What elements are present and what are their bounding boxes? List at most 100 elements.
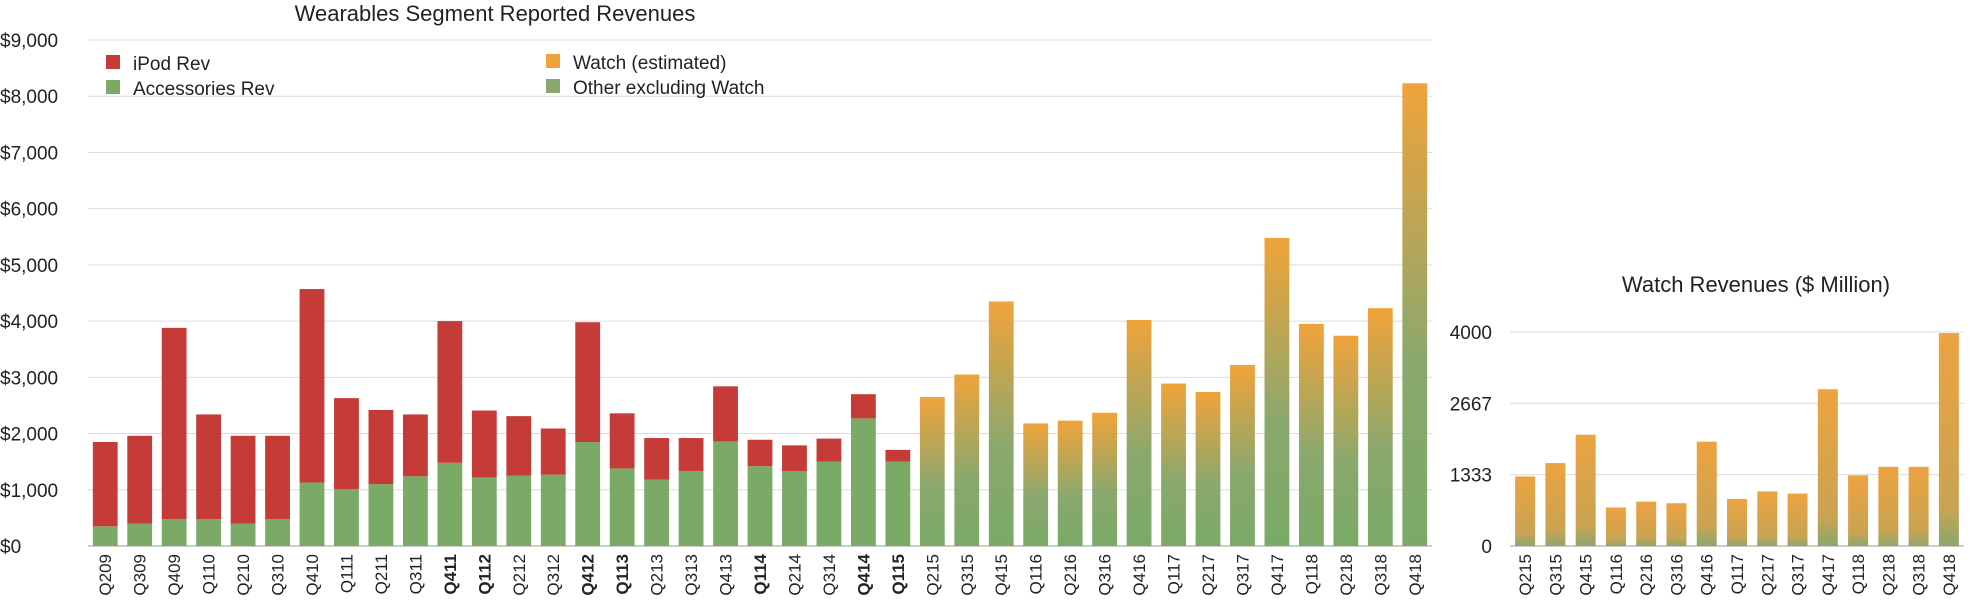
main-y-tick-label: $2,000 bbox=[0, 425, 58, 446]
main-x-tick-label: Q414 bbox=[854, 553, 873, 595]
main-x-tick-label: Q213 bbox=[648, 554, 667, 596]
main-x-tick-label: Q116 bbox=[1027, 554, 1046, 594]
bar-wearables-Q118 bbox=[1298, 323, 1324, 546]
bar-ipod-Q313 bbox=[678, 438, 704, 472]
bar-accessories-Q412 bbox=[575, 441, 601, 546]
side-x-tick-label: Q415 bbox=[1577, 554, 1596, 596]
bar-accessories-Q414 bbox=[850, 418, 876, 546]
main-legend: iPod Rev Accessories Rev Watch (estimate… bbox=[106, 53, 765, 100]
side-chart-title: Watch Revenues ($ Million) bbox=[1622, 272, 1890, 297]
bar-wearables-Q418 bbox=[1402, 83, 1428, 547]
bar-accessories-Q212 bbox=[506, 475, 532, 546]
bar-ipod-Q211 bbox=[368, 409, 394, 485]
legend-label-watch: Watch (estimated) bbox=[573, 53, 726, 74]
side-x-tick-label: Q116 bbox=[1607, 554, 1626, 594]
watch-revenue-chart: Watch Revenues ($ Million) 0 1333 2667 4000… bbox=[1450, 272, 1964, 596]
main-x-tick-label: Q418 bbox=[1406, 554, 1425, 596]
side-x-tick-label: Q315 bbox=[1546, 554, 1565, 596]
main-y-tick-label: $5,000 bbox=[0, 256, 58, 277]
main-x-tick-label: Q216 bbox=[1061, 554, 1080, 596]
bar-wearables-Q415 bbox=[988, 301, 1014, 546]
bar-wearables-Q116 bbox=[1023, 423, 1049, 546]
bar-accessories-Q311 bbox=[402, 476, 428, 546]
bar-ipod-Q309 bbox=[127, 435, 153, 524]
main-x-tick-label: Q112 bbox=[475, 554, 494, 595]
legend-swatch-accessories bbox=[106, 80, 120, 94]
main-chart-title: Wearables Segment Reported Revenues bbox=[295, 1, 696, 26]
side-x-tick-label: Q417 bbox=[1819, 554, 1838, 596]
main-y-tick-label: $3,000 bbox=[0, 368, 58, 389]
bar-watch-Q417 bbox=[1817, 389, 1838, 546]
main-x-tick-label: Q313 bbox=[682, 554, 701, 596]
side-y-tick-label: 4000 bbox=[1450, 323, 1492, 344]
main-y-tick-label: $4,000 bbox=[0, 312, 58, 333]
main-x-tick-label: Q318 bbox=[1371, 554, 1390, 596]
bar-watch-Q217 bbox=[1757, 491, 1778, 546]
bar-accessories-Q214 bbox=[782, 471, 807, 546]
main-x-tick-label: Q209 bbox=[96, 554, 115, 596]
bar-accessories-Q309 bbox=[127, 523, 153, 546]
side-y-tick-label: 1333 bbox=[1450, 466, 1492, 487]
bar-ipod-Q414 bbox=[850, 394, 876, 419]
main-x-tick-label: Q218 bbox=[1337, 554, 1356, 596]
main-x-tick-label: Q115 bbox=[889, 554, 908, 595]
main-x-tick-label: Q309 bbox=[131, 554, 150, 596]
side-x-tick-label: Q215 bbox=[1516, 554, 1535, 596]
bar-watch-Q216 bbox=[1636, 501, 1657, 546]
bar-ipod-Q413 bbox=[713, 386, 738, 442]
main-x-tick-label: Q413 bbox=[717, 554, 736, 596]
legend-label-accessories: Accessories Rev bbox=[133, 79, 275, 100]
main-x-tick-label: Q210 bbox=[234, 554, 253, 596]
bar-accessories-Q110 bbox=[196, 519, 222, 546]
bar-ipod-Q412 bbox=[575, 322, 601, 442]
main-x-tick-label: Q417 bbox=[1268, 554, 1287, 596]
bar-wearables-Q416 bbox=[1126, 319, 1152, 546]
main-y-tick-label: $8,000 bbox=[0, 87, 58, 108]
side-y-tick-label: 2667 bbox=[1450, 394, 1492, 415]
side-x-tick-label: Q418 bbox=[1940, 554, 1959, 596]
main-y-tick-label: $7,000 bbox=[0, 143, 58, 164]
main-x-tick-label: Q111 bbox=[337, 554, 356, 593]
side-x-tick-label: Q118 bbox=[1849, 554, 1868, 594]
bar-accessories-Q310 bbox=[265, 519, 290, 546]
bar-ipod-Q110 bbox=[196, 414, 222, 520]
bar-ipod-Q114 bbox=[747, 439, 773, 467]
main-x-tick-label: Q416 bbox=[1130, 554, 1149, 596]
main-x-tick-label: Q411 bbox=[441, 554, 460, 595]
bar-accessories-Q312 bbox=[540, 474, 566, 546]
bar-wearables-Q218 bbox=[1333, 335, 1359, 546]
bar-watch-Q418 bbox=[1938, 333, 1959, 546]
bar-ipod-Q311 bbox=[402, 414, 428, 477]
bar-watch-Q318 bbox=[1908, 466, 1929, 546]
bar-ipod-Q113 bbox=[609, 413, 635, 469]
bar-watch-Q215 bbox=[1515, 476, 1536, 546]
bar-accessories-Q112 bbox=[471, 477, 497, 546]
bar-ipod-Q111 bbox=[334, 398, 359, 490]
bar-wearables-Q217 bbox=[1195, 391, 1221, 546]
main-x-tick-label: Q312 bbox=[544, 554, 563, 596]
legend-label-ipod: iPod Rev bbox=[133, 54, 211, 75]
bar-accessories-Q313 bbox=[678, 471, 704, 546]
main-y-tick-label: $1,000 bbox=[0, 481, 58, 502]
main-y-tick-label: $6,000 bbox=[0, 200, 58, 221]
main-x-tick-label: Q311 bbox=[406, 554, 425, 594]
side-x-tick-label: Q217 bbox=[1758, 554, 1777, 596]
legend-swatch-watch bbox=[546, 54, 560, 68]
side-x-tick-label: Q218 bbox=[1879, 554, 1898, 596]
bar-accessories-Q111 bbox=[334, 489, 359, 546]
main-x-tick-label: Q410 bbox=[303, 554, 322, 596]
main-x-tick-label: Q315 bbox=[958, 554, 977, 596]
main-x-tick-label: Q110 bbox=[200, 554, 219, 594]
main-x-tick-label: Q113 bbox=[613, 554, 632, 595]
main-y-tick-label: $9,000 bbox=[0, 31, 58, 52]
bar-accessories-Q210 bbox=[230, 523, 256, 546]
main-x-tick-label: Q412 bbox=[579, 554, 598, 596]
legend-swatch-ipod bbox=[106, 55, 120, 69]
bar-watch-Q316 bbox=[1666, 503, 1687, 546]
bar-accessories-Q209 bbox=[92, 526, 118, 546]
main-x-tick-label: Q118 bbox=[1302, 554, 1321, 594]
bar-ipod-Q411 bbox=[437, 321, 463, 463]
bar-ipod-Q209 bbox=[92, 441, 118, 527]
bar-ipod-Q409 bbox=[161, 327, 187, 520]
side-x-tick-label: Q318 bbox=[1910, 554, 1929, 596]
